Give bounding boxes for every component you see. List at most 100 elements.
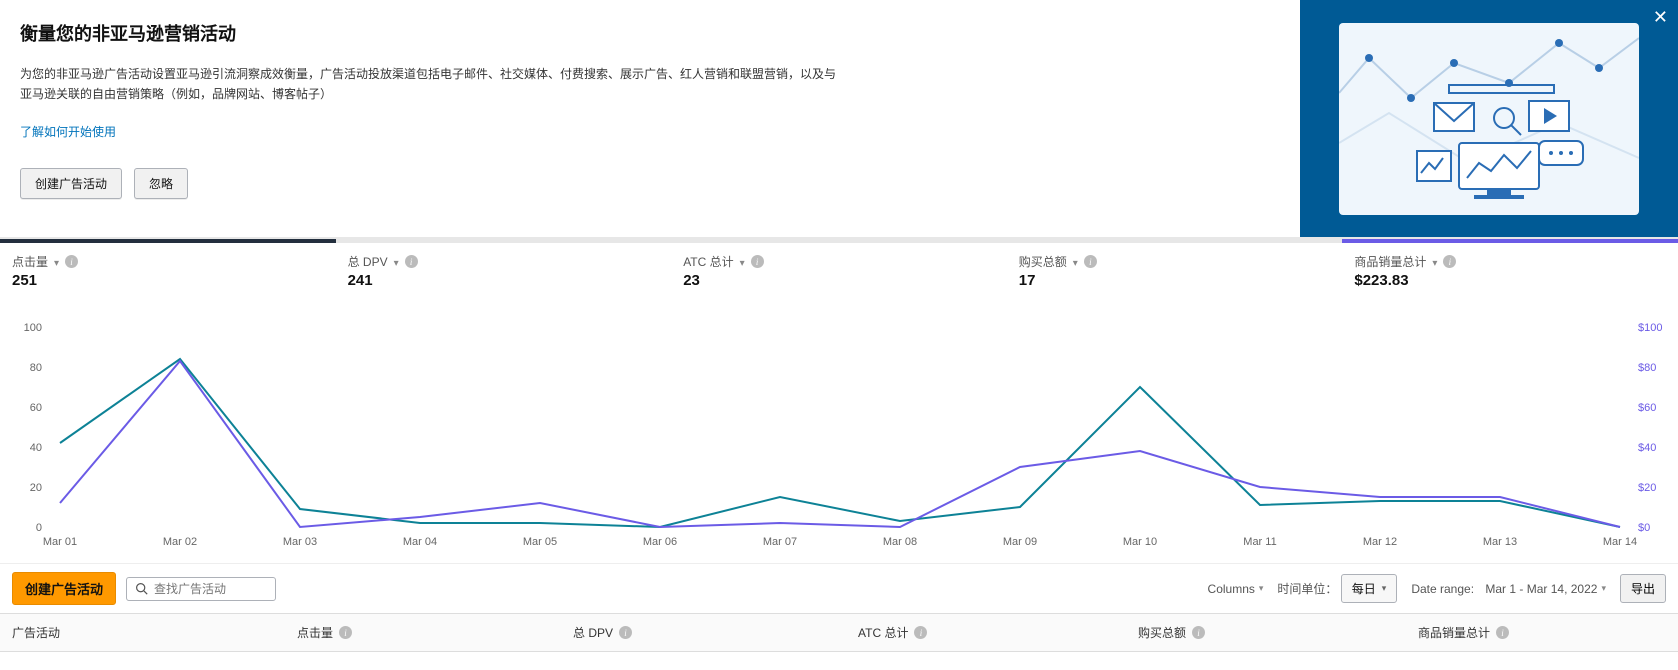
metric-value: 23: [683, 272, 995, 289]
svg-text:$100: $100: [1638, 322, 1662, 334]
col-label: 商品销量总计: [1418, 624, 1490, 641]
create-campaign-primary-button[interactable]: 创建广告活动: [12, 572, 116, 605]
metric-value: $223.83: [1354, 272, 1666, 289]
info-icon[interactable]: i: [914, 626, 927, 639]
col-label: 购买总额: [1138, 624, 1186, 641]
metric-card-atc[interactable]: ATC 总计 i 23: [671, 239, 1007, 303]
svg-text:Mar 11: Mar 11: [1243, 536, 1276, 548]
svg-text:80: 80: [30, 362, 42, 374]
banner-content: 衡量您的非亚马逊营销活动 为您的非亚马逊广告活动设置亚马逊引流洞察成效衡量，广告…: [0, 0, 1300, 237]
info-icon[interactable]: i: [1084, 255, 1097, 268]
col-purchases[interactable]: 购买总额 i: [1138, 624, 1418, 641]
svg-text:Mar 04: Mar 04: [403, 536, 437, 548]
banner-illustration: ✕: [1300, 0, 1678, 237]
chart-container: 020406080100$0$20$40$60$80$100Mar 01Mar …: [0, 303, 1678, 563]
chevron-down-icon: [1073, 255, 1078, 269]
metrics-row: 点击量 i 251 总 DPV i 241 ATC 总计 i 23 购买总额 i…: [0, 238, 1678, 303]
search-input[interactable]: [154, 582, 267, 596]
table-toolbar: 创建广告活动 Columns 时间单位： 每日 Date range: Mar …: [0, 563, 1678, 613]
learn-more-link[interactable]: 了解如何开始使用: [20, 123, 116, 140]
svg-text:Mar 13: Mar 13: [1483, 536, 1517, 548]
col-clicks[interactable]: 点击量 i: [297, 624, 573, 641]
col-label: 总 DPV: [573, 624, 613, 641]
col-campaign[interactable]: 广告活动: [12, 624, 297, 641]
columns-dropdown[interactable]: Columns: [1208, 582, 1264, 596]
info-icon[interactable]: i: [65, 255, 78, 268]
info-icon[interactable]: i: [1192, 626, 1205, 639]
time-unit-label: 时间单位：: [1277, 582, 1337, 596]
svg-text:0: 0: [36, 522, 42, 534]
metric-label-text: 点击量: [12, 253, 48, 270]
metric-card-sales[interactable]: 商品销量总计 i $223.83: [1342, 239, 1678, 303]
svg-text:40: 40: [30, 442, 42, 454]
chevron-down-icon: [54, 255, 59, 269]
banner-actions: 创建广告活动 忽略: [20, 168, 1280, 199]
columns-label: Columns: [1208, 582, 1255, 596]
col-label: ATC 总计: [858, 624, 908, 641]
metric-card-clicks[interactable]: 点击量 i 251: [0, 239, 336, 303]
time-unit-value: 每日: [1352, 580, 1376, 597]
col-dpv[interactable]: 总 DPV i: [573, 624, 858, 641]
metric-label: 总 DPV i: [348, 253, 660, 270]
info-icon[interactable]: i: [405, 255, 418, 268]
info-icon[interactable]: i: [619, 626, 632, 639]
time-unit-dropdown[interactable]: 每日: [1341, 574, 1398, 603]
metric-value: 251: [12, 272, 324, 289]
svg-text:Mar 09: Mar 09: [1003, 536, 1037, 548]
search-box[interactable]: [126, 577, 276, 601]
date-range-value: Mar 1 - Mar 14, 2022: [1485, 582, 1597, 596]
svg-text:Mar 07: Mar 07: [763, 536, 797, 548]
banner-title: 衡量您的非亚马逊营销活动: [20, 20, 1280, 46]
svg-text:Mar 02: Mar 02: [163, 536, 197, 548]
metric-label: ATC 总计 i: [683, 253, 995, 270]
export-button[interactable]: 导出: [1620, 574, 1666, 603]
banner-description: 为您的非亚马逊广告活动设置亚马逊引流洞察成效衡量，广告活动投放渠道包括电子邮件、…: [20, 64, 840, 105]
metric-label-text: 商品销量总计: [1354, 253, 1426, 270]
svg-text:Mar 06: Mar 06: [643, 536, 677, 548]
svg-text:$60: $60: [1638, 402, 1656, 414]
svg-text:Mar 01: Mar 01: [43, 536, 77, 548]
create-campaign-button[interactable]: 创建广告活动: [20, 168, 122, 199]
svg-text:20: 20: [30, 482, 42, 494]
metric-label-text: 购买总额: [1019, 253, 1067, 270]
svg-text:$80: $80: [1638, 362, 1656, 374]
intro-banner: 衡量您的非亚马逊营销活动 为您的非亚马逊广告活动设置亚马逊引流洞察成效衡量，广告…: [0, 0, 1678, 238]
metric-label-text: ATC 总计: [683, 253, 733, 270]
table-header: 广告活动 点击量 i 总 DPV i ATC 总计 i 购买总额 i 商品销量总计 i: [0, 613, 1678, 652]
metric-label: 购买总额 i: [1019, 253, 1331, 270]
col-label: 点击量: [297, 624, 333, 641]
info-icon[interactable]: i: [751, 255, 764, 268]
date-range-dropdown[interactable]: Date range: Mar 1 - Mar 14, 2022: [1411, 582, 1606, 596]
time-unit-group: 时间单位： 每日: [1277, 574, 1397, 603]
chevron-down-icon: [740, 255, 745, 269]
info-icon[interactable]: i: [339, 626, 352, 639]
toolbar-right: Columns 时间单位： 每日 Date range: Mar 1 - Mar…: [1208, 574, 1666, 603]
svg-text:Mar 08: Mar 08: [883, 536, 917, 548]
svg-text:Mar 03: Mar 03: [283, 536, 317, 548]
chevron-down-icon: [394, 255, 399, 269]
close-icon[interactable]: ✕: [1653, 8, 1668, 26]
info-icon[interactable]: i: [1443, 255, 1456, 268]
chevron-down-icon: [1432, 255, 1437, 269]
search-icon: [135, 582, 148, 595]
metric-card-dpv[interactable]: 总 DPV i 241: [336, 239, 672, 303]
svg-text:100: 100: [24, 322, 42, 334]
col-atc[interactable]: ATC 总计 i: [858, 624, 1138, 641]
svg-text:Mar 10: Mar 10: [1123, 536, 1157, 548]
date-range-label: Date range:: [1411, 582, 1474, 596]
svg-text:$0: $0: [1638, 522, 1650, 534]
illustration-card: [1339, 23, 1639, 215]
svg-text:$40: $40: [1638, 442, 1656, 454]
metric-card-purchases[interactable]: 购买总额 i 17: [1007, 239, 1343, 303]
line-chart: 020406080100$0$20$40$60$80$100Mar 01Mar …: [10, 317, 1668, 557]
svg-text:60: 60: [30, 402, 42, 414]
metric-value: 17: [1019, 272, 1331, 289]
svg-text:Mar 05: Mar 05: [523, 536, 557, 548]
svg-text:Mar 12: Mar 12: [1363, 536, 1397, 548]
metric-value: 241: [348, 272, 660, 289]
col-label: 广告活动: [12, 624, 60, 641]
col-sales[interactable]: 商品销量总计 i: [1418, 624, 1666, 641]
ignore-button[interactable]: 忽略: [134, 168, 188, 199]
svg-text:Mar 14: Mar 14: [1603, 536, 1637, 548]
info-icon[interactable]: i: [1496, 626, 1509, 639]
